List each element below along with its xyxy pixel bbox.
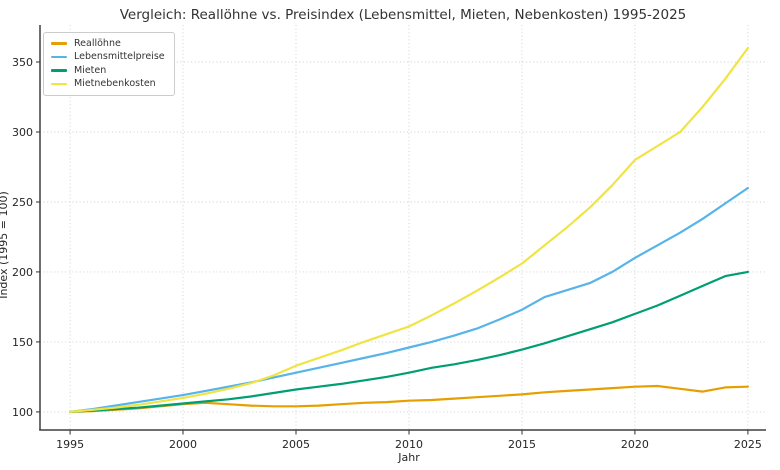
legend-item-label: Mieten [74,64,107,76]
y-tick-label: 100 [12,406,33,419]
x-tick-label: 2005 [282,438,310,451]
legend-item-reallhne: Reallöhne [51,38,165,49]
legend-line-swatch-icon [51,69,67,72]
legend-item-label: Lebensmittelpreise [74,51,165,63]
y-axis-label: Index (1995 = 100) [0,191,10,299]
legend-line-swatch-icon [51,42,67,45]
series-line-lebensmittelpreise [68,186,750,413]
legend-line-swatch-icon [51,55,67,59]
x-tick-label: 2010 [395,438,423,451]
legend-item-label: Mietnebenkosten [74,78,156,90]
legend-item-mietnebenkosten: Mietnebenkosten [51,79,165,90]
x-tick-label: 1995 [56,438,84,451]
x-tick-label: 2020 [621,438,649,451]
y-tick-label: 200 [12,266,33,279]
chart-title: Vergleich: Reallöhne vs. Preisindex (Leb… [119,7,687,23]
x-tick-label: 2000 [169,438,197,451]
y-tick-label: 350 [12,56,33,69]
legend-item-label: Reallöhne [74,37,121,49]
legend-line-swatch-icon [51,82,67,86]
legend-item-lebensmittelpreise: Lebensmittelpreise [51,52,165,63]
y-tick-label: 150 [12,336,33,349]
series-line-mietnebenkosten [68,46,750,413]
legend: Reallöhne Lebensmittelpreise Mieten Mietneb… [43,32,175,96]
x-tick-label: 2025 [734,438,762,451]
legend-item-mieten: Mieten [51,65,165,76]
series-line-mieten [68,270,750,413]
y-tick-label: 250 [12,196,33,209]
x-axis-label: Jahr [397,451,420,464]
y-tick-label: 300 [12,126,33,139]
x-tick-label: 2015 [508,438,536,451]
